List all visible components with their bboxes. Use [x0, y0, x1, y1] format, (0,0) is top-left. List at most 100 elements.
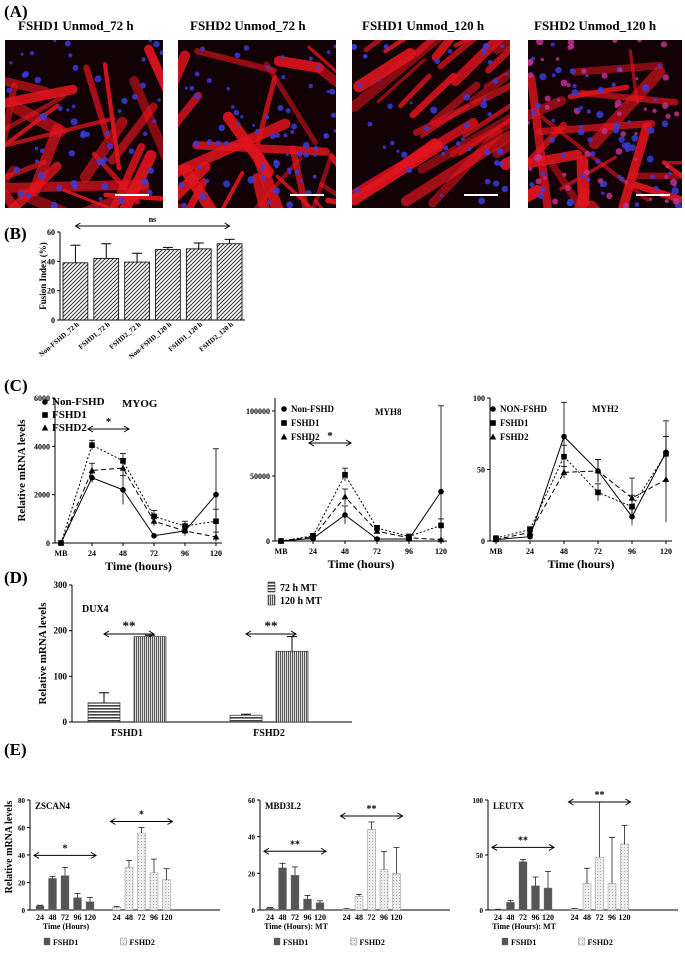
x-tick-label: 48 [119, 549, 127, 558]
data-point [309, 533, 317, 540]
myotube-fiber [79, 116, 128, 183]
myotube-fiber [528, 121, 567, 167]
nucleus [540, 57, 544, 62]
nucleus [624, 180, 629, 184]
x-tick-label: 48 [355, 913, 363, 922]
myotube-fiber [528, 185, 544, 203]
myotube-fiber [62, 188, 114, 208]
bar [607, 883, 617, 911]
x-tick-label: MB [490, 547, 504, 556]
myotube-fiber [376, 58, 426, 104]
x-tick-label: 120 [619, 913, 631, 922]
nucleus [577, 128, 585, 136]
nucleus [409, 101, 413, 105]
significance-label: * [106, 416, 112, 428]
nucleus [612, 40, 618, 44]
significance-arrow [33, 851, 40, 859]
y-tick-label: 0 [46, 539, 50, 548]
myotube-fiber [178, 161, 211, 202]
myotube-fiber [108, 102, 158, 165]
nucleus [617, 174, 622, 179]
bar [137, 832, 146, 911]
myotube-fiber [273, 55, 324, 73]
x-tick-label: 24 [343, 913, 351, 922]
nucleus [653, 185, 659, 191]
nucleus [652, 108, 657, 114]
nucleus [255, 128, 261, 134]
myotube-fiber [178, 118, 291, 178]
significance-label: ** [367, 804, 377, 815]
x-tick-label: 72 [291, 913, 299, 922]
nucleus [482, 97, 487, 102]
significance-label: ns [149, 215, 157, 224]
nucleus [531, 109, 537, 116]
nucleus [382, 145, 387, 149]
nucleus [569, 44, 575, 49]
data-point [489, 433, 497, 440]
nucleus [662, 102, 669, 109]
nucleus [528, 120, 531, 125]
nucleus [549, 136, 556, 143]
bar [354, 896, 364, 911]
nucleus [529, 181, 535, 188]
data-point [374, 536, 380, 542]
myotube-fiber [469, 72, 510, 105]
nucleus [261, 175, 267, 181]
x-tick-label: 48 [279, 913, 287, 922]
myotube-fiber [144, 44, 163, 93]
series-line [60, 477, 217, 544]
legend-swatch [350, 937, 357, 946]
nucleus [57, 105, 63, 111]
nucleus [551, 73, 556, 78]
y-tick-label: 20 [18, 880, 26, 888]
significance-arrow [74, 222, 81, 230]
significance-arrow [245, 630, 252, 638]
nucleus [501, 185, 509, 193]
x-tick-label: 96 [608, 913, 616, 922]
nucleus [264, 114, 270, 120]
nucleus [29, 51, 35, 56]
legend-label: FSHD2 [360, 938, 385, 947]
bar [85, 901, 95, 911]
legend-swatch [578, 937, 585, 946]
nucleus [535, 178, 542, 185]
legend-label: FSHD2 [52, 422, 87, 434]
nucleus [280, 55, 285, 60]
x-axis-label: Time (hours) [105, 559, 172, 573]
series-line [280, 496, 442, 542]
nucleus [236, 121, 241, 126]
micrograph-fshd2-120h [528, 40, 682, 208]
bar [342, 908, 351, 911]
nucleus [56, 185, 63, 192]
micrograph-title-1: FSHD1 Unmod_72 h [18, 18, 134, 33]
myotube-fiber [5, 82, 18, 152]
nucleus [330, 112, 336, 118]
nucleus [285, 108, 291, 114]
myotube-fiber [5, 189, 22, 208]
series-line [495, 435, 667, 541]
nucleus [536, 40, 544, 46]
nucleus [34, 76, 42, 84]
nucleus [218, 124, 225, 132]
nucleus [70, 118, 78, 126]
myotube-fiber [5, 159, 47, 181]
bar [35, 905, 45, 911]
x-tick-label: 120 [314, 913, 326, 922]
nucleus [671, 187, 679, 195]
significance-arrow [339, 812, 346, 820]
myotube-fiber [450, 40, 505, 86]
significance-label: ** [290, 839, 300, 850]
bar [290, 874, 300, 911]
nucleus [560, 153, 566, 159]
nucleus [555, 66, 562, 74]
bar [570, 908, 579, 911]
nucleus [463, 122, 470, 129]
nucleus [627, 120, 632, 125]
series-line [495, 470, 667, 541]
x-tick-label: FSHD2 [253, 728, 285, 739]
legend-label: FSHD1 [511, 938, 536, 947]
myotube-fiber [185, 178, 208, 208]
nucleus [18, 190, 25, 198]
